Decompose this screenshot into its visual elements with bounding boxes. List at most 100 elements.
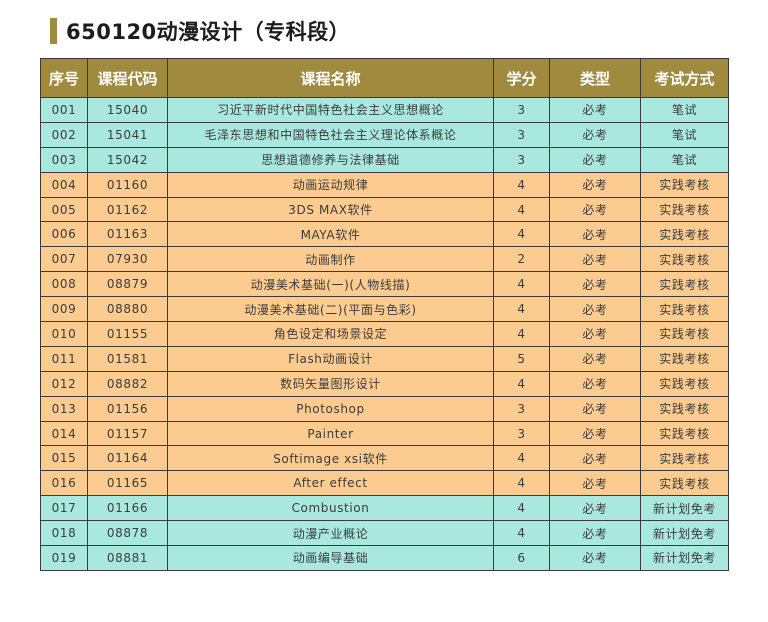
cell-course-name: 动漫产业概论	[167, 520, 494, 547]
cell-type: 必考	[549, 171, 641, 198]
cell-exam-method: 实践考核	[640, 470, 729, 497]
cell-exam-method: 实践考核	[640, 395, 729, 422]
cell-course-code: 15041	[87, 121, 168, 148]
cell-credits: 4	[493, 196, 550, 223]
table-row: 011 01581 Flash动画设计 5 必考 实践考核	[40, 345, 729, 372]
cell-index: 006	[40, 221, 88, 248]
header-exam-method: 考试方式	[640, 58, 729, 98]
header-credits: 学分	[493, 58, 550, 98]
cell-index: 005	[40, 196, 88, 223]
cell-exam-method: 实践考核	[640, 345, 729, 372]
header-type: 类型	[549, 58, 641, 98]
cell-index: 011	[40, 345, 88, 372]
cell-course-name: 动画运动规律	[167, 171, 494, 198]
table-row: 019 08881 动画编导基础 6 必考 新计划免考	[40, 545, 729, 571]
cell-course-code: 01164	[87, 445, 168, 472]
cell-exam-method: 实践考核	[640, 370, 729, 397]
page-title: 650120动漫设计（专科段）	[66, 20, 351, 44]
cell-course-name: Flash动画设计	[167, 345, 494, 372]
table-body: 001 15040 习近平新时代中国特色社会主义思想概论 3 必考 笔试 002 15041 毛…	[40, 97, 729, 571]
cell-credits: 4	[493, 171, 550, 198]
cell-credits: 4	[493, 221, 550, 248]
page-heading: 650120动漫设计（专科段）	[50, 15, 350, 47]
cell-type: 必考	[549, 370, 641, 397]
cell-course-code: 01160	[87, 171, 168, 198]
cell-credits: 2	[493, 246, 550, 273]
cell-course-code: 01156	[87, 395, 168, 422]
cell-exam-method: 实践考核	[640, 420, 729, 447]
cell-credits: 4	[493, 470, 550, 497]
cell-course-code: 08879	[87, 271, 168, 298]
cell-course-code: 15042	[87, 146, 168, 173]
cell-course-name: 习近平新时代中国特色社会主义思想概论	[167, 97, 494, 123]
cell-type: 必考	[549, 221, 641, 248]
cell-type: 必考	[549, 321, 641, 347]
cell-course-code: 01155	[87, 321, 168, 347]
cell-type: 必考	[549, 196, 641, 223]
cell-course-code: 08882	[87, 370, 168, 397]
course-table: 序号 课程代码 课程名称 学分 类型 考试方式 001 15040 习近平新时代中国…	[40, 58, 729, 571]
cell-course-name: MAYA软件	[167, 221, 494, 248]
cell-course-code: 08878	[87, 520, 168, 547]
cell-course-name: Photoshop	[167, 395, 494, 422]
cell-credits: 3	[493, 146, 550, 173]
cell-index: 008	[40, 271, 88, 298]
cell-index: 012	[40, 370, 88, 397]
cell-exam-method: 笔试	[640, 121, 729, 148]
table-row: 004 01160 动画运动规律 4 必考 实践考核	[40, 171, 729, 198]
header-index: 序号	[40, 58, 88, 98]
cell-course-code: 08880	[87, 296, 168, 323]
cell-exam-method: 实践考核	[640, 445, 729, 472]
cell-course-code: 01166	[87, 495, 168, 522]
cell-type: 必考	[549, 271, 641, 298]
cell-index: 010	[40, 321, 88, 347]
cell-index: 016	[40, 470, 88, 497]
cell-course-name: 动漫美术基础(二)(平面与色彩)	[167, 296, 494, 323]
cell-course-name: 思想道德修养与法律基础	[167, 146, 494, 173]
cell-exam-method: 笔试	[640, 146, 729, 173]
cell-credits: 4	[493, 271, 550, 298]
cell-index: 017	[40, 495, 88, 522]
cell-exam-method: 笔试	[640, 97, 729, 123]
table-row: 006 01163 MAYA软件 4 必考 实践考核	[40, 221, 729, 248]
cell-type: 必考	[549, 97, 641, 123]
cell-index: 001	[40, 97, 88, 123]
table-row: 017 01166 Combustion 4 必考 新计划免考	[40, 495, 729, 522]
table-row: 008 08879 动漫美术基础(一)(人物线描) 4 必考 实践考核	[40, 271, 729, 298]
cell-type: 必考	[549, 495, 641, 522]
table-row: 003 15042 思想道德修养与法律基础 3 必考 笔试	[40, 146, 729, 173]
cell-course-name: Softimage xsi软件	[167, 445, 494, 472]
cell-course-code: 15040	[87, 97, 168, 123]
cell-course-code: 01157	[87, 420, 168, 447]
cell-course-name: 数码矢量图形设计	[167, 370, 494, 397]
cell-credits: 4	[493, 296, 550, 323]
cell-type: 必考	[549, 296, 641, 323]
cell-index: 004	[40, 171, 88, 198]
cell-exam-method: 实践考核	[640, 171, 729, 198]
cell-type: 必考	[549, 345, 641, 372]
table-row: 007 07930 动画制作 2 必考 实践考核	[40, 246, 729, 273]
cell-credits: 4	[493, 445, 550, 472]
cell-credits: 3	[493, 420, 550, 447]
table-row: 001 15040 习近平新时代中国特色社会主义思想概论 3 必考 笔试	[40, 97, 729, 123]
header-course-name: 课程名称	[167, 58, 494, 98]
table-row: 002 15041 毛泽东思想和中国特色社会主义理论体系概论 3 必考 笔试	[40, 121, 729, 148]
cell-course-code: 01162	[87, 196, 168, 223]
cell-type: 必考	[549, 395, 641, 422]
cell-course-name: 动漫美术基础(一)(人物线描)	[167, 271, 494, 298]
cell-credits: 4	[493, 370, 550, 397]
cell-type: 必考	[549, 146, 641, 173]
cell-credits: 3	[493, 395, 550, 422]
cell-exam-method: 实践考核	[640, 271, 729, 298]
cell-exam-method: 新计划免考	[640, 545, 729, 571]
cell-type: 必考	[549, 470, 641, 497]
cell-course-code: 01165	[87, 470, 168, 497]
cell-course-name: After effect	[167, 470, 494, 497]
table-row: 009 08880 动漫美术基础(二)(平面与色彩) 4 必考 实践考核	[40, 296, 729, 323]
cell-type: 必考	[549, 520, 641, 547]
cell-course-name: 3DS MAX软件	[167, 196, 494, 223]
table-row: 012 08882 数码矢量图形设计 4 必考 实践考核	[40, 370, 729, 397]
cell-course-code: 01163	[87, 221, 168, 248]
cell-index: 003	[40, 146, 88, 173]
cell-credits: 3	[493, 121, 550, 148]
